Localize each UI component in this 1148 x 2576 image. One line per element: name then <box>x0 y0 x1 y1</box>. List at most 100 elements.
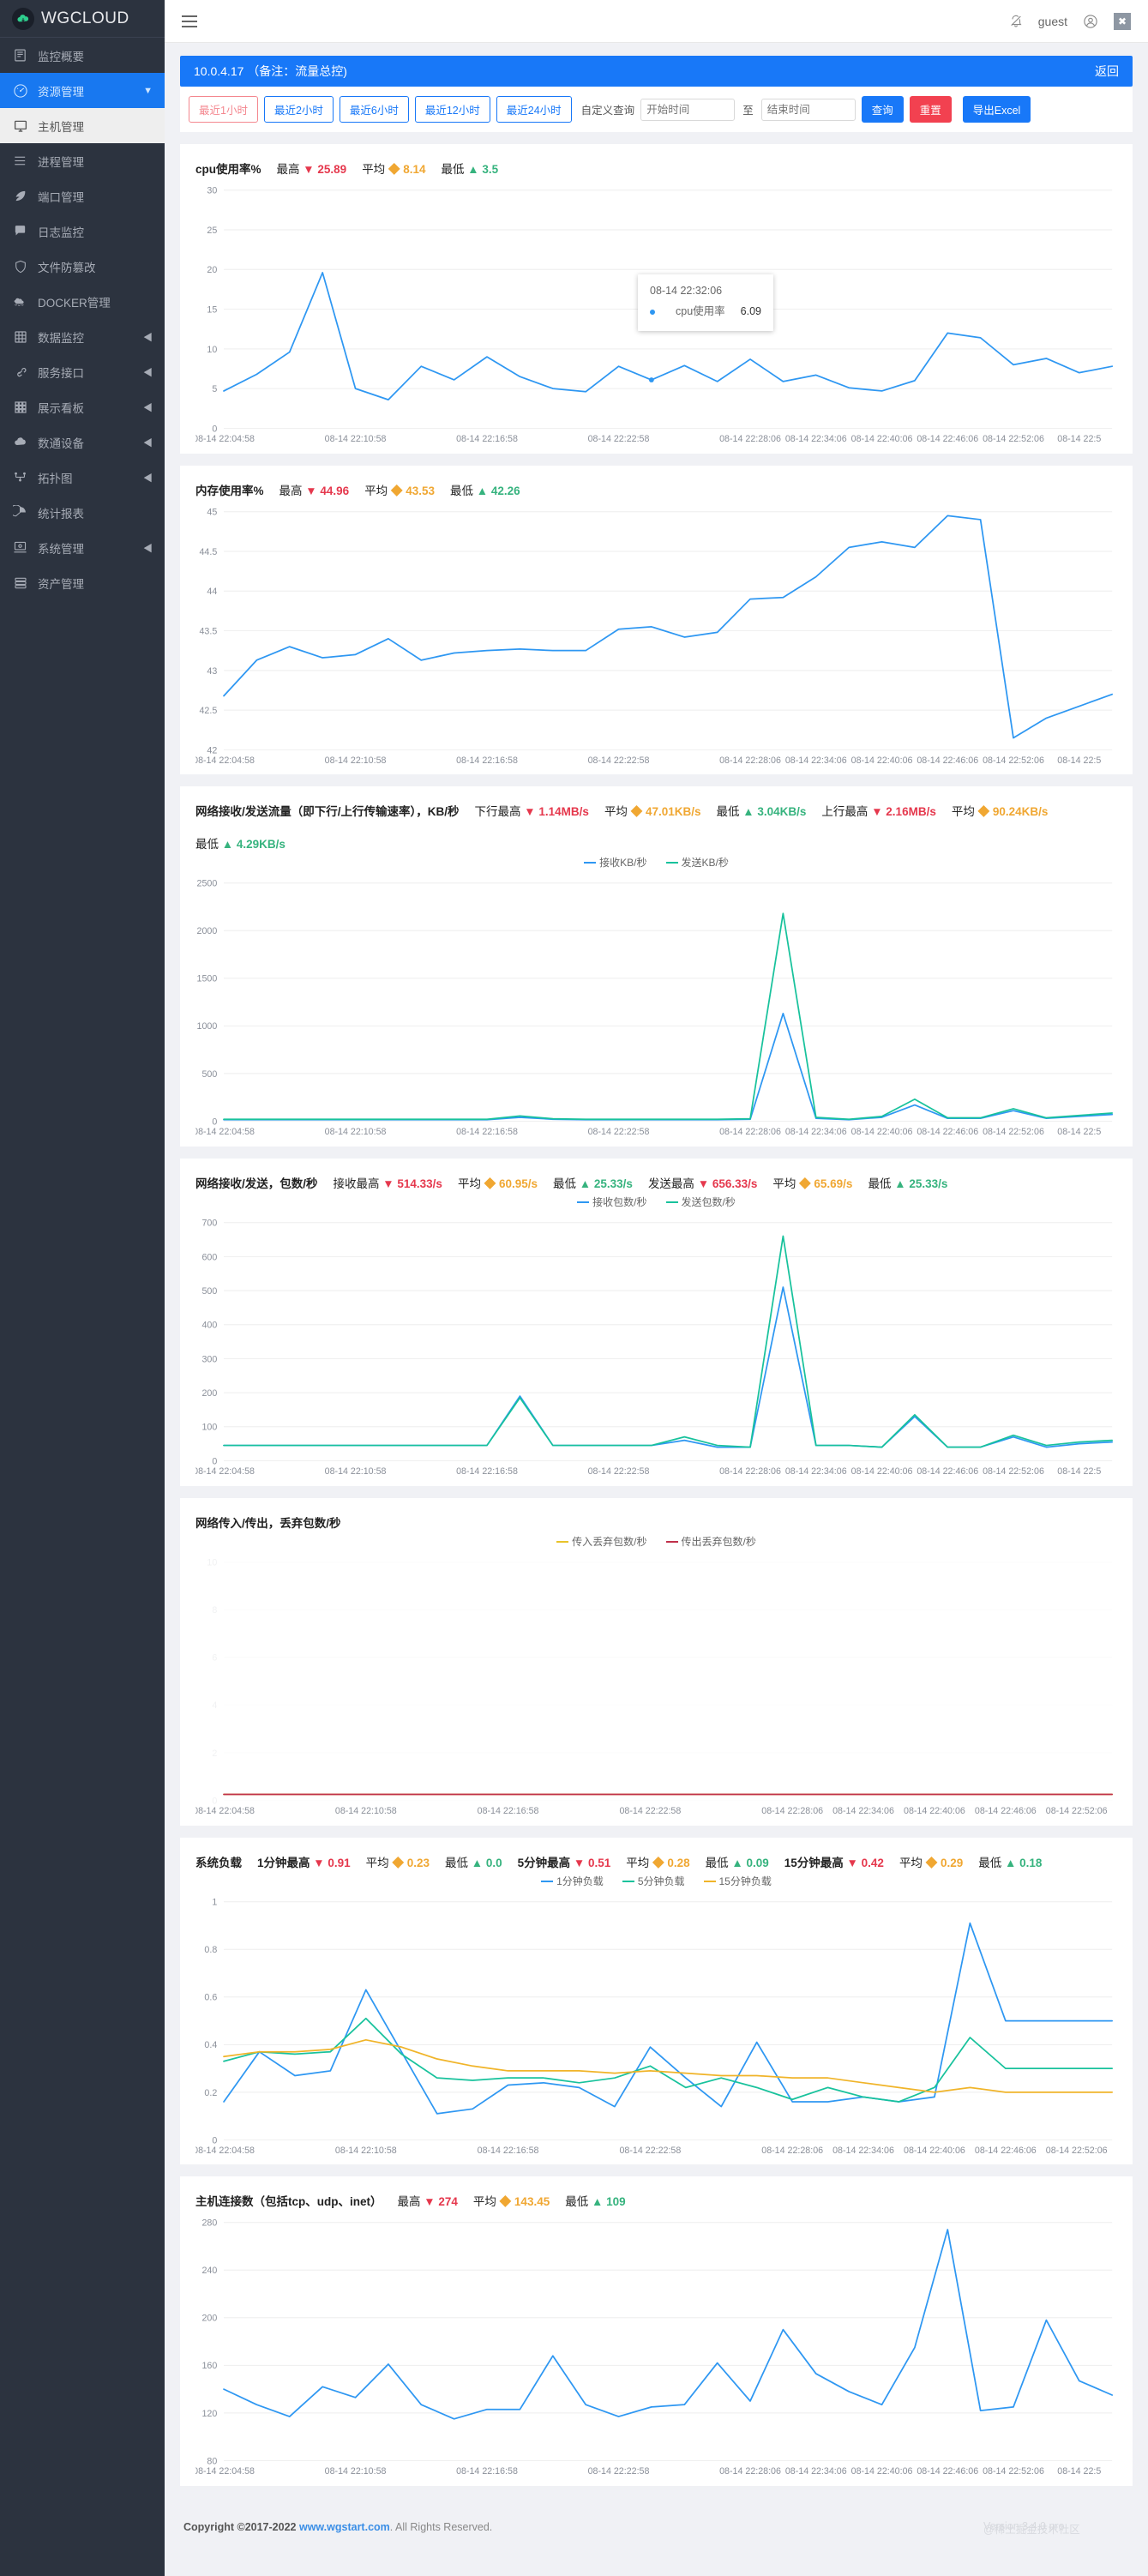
svg-text:08-14 22:5: 08-14 22:5 <box>1057 2466 1101 2477</box>
svg-text:700: 700 <box>201 1219 217 1229</box>
svg-text:08-14 22:52:06: 08-14 22:52:06 <box>983 434 1044 444</box>
svg-text:08-14 22:22:58: 08-14 22:22:58 <box>588 1466 650 1477</box>
svg-text:08-14 22:5: 08-14 22:5 <box>1057 1127 1101 1137</box>
svg-text:08-14 22:46:06: 08-14 22:46:06 <box>917 434 978 444</box>
svg-text:08-14 22:40:06: 08-14 22:40:06 <box>851 434 913 444</box>
svg-text:600: 600 <box>201 1253 217 1263</box>
svg-text:4: 4 <box>212 1700 217 1711</box>
svg-text:08-14 22:40:06: 08-14 22:40:06 <box>851 2466 913 2477</box>
svg-text:08-14 22:22:58: 08-14 22:22:58 <box>620 2146 682 2156</box>
svg-text:2: 2 <box>212 1748 217 1759</box>
svg-text:08-14 22:16:58: 08-14 22:16:58 <box>456 1466 518 1477</box>
svg-text:08-14 22:40:06: 08-14 22:40:06 <box>851 1466 913 1477</box>
svg-text:08-14 22:40:06: 08-14 22:40:06 <box>904 1806 965 1816</box>
svg-text:08-14 22:22:58: 08-14 22:22:58 <box>588 1127 650 1137</box>
svg-text:43.5: 43.5 <box>199 626 217 636</box>
svg-text:10: 10 <box>207 1558 217 1568</box>
svg-text:08-14 22:04:58: 08-14 22:04:58 <box>195 755 255 766</box>
svg-text:08-14 22:04:58: 08-14 22:04:58 <box>195 1806 255 1816</box>
svg-text:08-14 22:52:06: 08-14 22:52:06 <box>983 1466 1044 1477</box>
svg-text:08-14 22:28:06: 08-14 22:28:06 <box>719 1466 781 1477</box>
svg-text:100: 100 <box>201 1423 217 1433</box>
svg-text:08-14 22:46:06: 08-14 22:46:06 <box>975 1806 1037 1816</box>
svg-text:6: 6 <box>212 1653 217 1664</box>
svg-text:1000: 1000 <box>197 1022 218 1032</box>
svg-text:25: 25 <box>207 226 217 236</box>
svg-text:08-14 22:04:58: 08-14 22:04:58 <box>195 2146 255 2156</box>
svg-text:0: 0 <box>212 1117 217 1128</box>
svg-text:08-14 22:5: 08-14 22:5 <box>1057 434 1101 444</box>
svg-text:08-14 22:10:58: 08-14 22:10:58 <box>325 755 387 766</box>
svg-text:08-14 22:46:06: 08-14 22:46:06 <box>917 2466 978 2477</box>
svg-text:08-14 22:46:06: 08-14 22:46:06 <box>917 1127 978 1137</box>
svg-text:08-14 22:5: 08-14 22:5 <box>1057 1466 1101 1477</box>
svg-text:200: 200 <box>201 1388 217 1399</box>
svg-text:08-14 22:52:06: 08-14 22:52:06 <box>983 1127 1044 1137</box>
svg-text:08-14 22:34:06: 08-14 22:34:06 <box>785 434 847 444</box>
svg-text:2000: 2000 <box>197 927 218 937</box>
svg-text:08-14 22:16:58: 08-14 22:16:58 <box>478 1806 539 1816</box>
svg-text:30: 30 <box>207 186 217 196</box>
svg-text:44.5: 44.5 <box>199 547 217 557</box>
svg-text:43: 43 <box>207 666 217 677</box>
svg-text:8: 8 <box>212 1605 217 1616</box>
svg-text:400: 400 <box>201 1321 217 1331</box>
svg-text:80: 80 <box>207 2457 217 2467</box>
svg-text:08-14 22:40:06: 08-14 22:40:06 <box>904 2146 965 2156</box>
svg-text:08-14 22:10:58: 08-14 22:10:58 <box>325 2466 387 2477</box>
svg-text:08-14 22:16:58: 08-14 22:16:58 <box>456 434 518 444</box>
svg-text:08-14 22:10:58: 08-14 22:10:58 <box>325 1466 387 1477</box>
svg-text:08-14 22:46:06: 08-14 22:46:06 <box>975 2146 1037 2156</box>
svg-text:08-14 22:34:06: 08-14 22:34:06 <box>785 2466 847 2477</box>
svg-text:08-14 22:22:58: 08-14 22:22:58 <box>620 1806 682 1816</box>
svg-text:08-14 22:5: 08-14 22:5 <box>1057 755 1101 766</box>
svg-text:08-14 22:22:58: 08-14 22:22:58 <box>588 755 650 766</box>
svg-text:08-14 22:52:06: 08-14 22:52:06 <box>983 2466 1044 2477</box>
svg-text:200: 200 <box>201 2314 217 2324</box>
svg-text:10: 10 <box>207 345 217 355</box>
svg-text:0.6: 0.6 <box>204 1992 217 2002</box>
svg-text:0.4: 0.4 <box>204 2040 217 2050</box>
svg-text:08-14 22:10:58: 08-14 22:10:58 <box>335 1806 397 1816</box>
svg-text:20: 20 <box>207 265 217 275</box>
svg-text:08-14 22:10:58: 08-14 22:10:58 <box>325 434 387 444</box>
svg-text:0: 0 <box>212 2135 217 2146</box>
svg-text:08-14 22:28:06: 08-14 22:28:06 <box>719 434 781 444</box>
svg-text:08-14 22:10:58: 08-14 22:10:58 <box>325 1127 387 1137</box>
svg-text:15: 15 <box>207 304 217 315</box>
svg-text:0.8: 0.8 <box>204 1945 217 1955</box>
svg-text:08-14 22:52:06: 08-14 22:52:06 <box>1046 1806 1108 1816</box>
svg-text:120: 120 <box>201 2409 217 2419</box>
svg-text:45: 45 <box>207 507 217 517</box>
svg-text:08-14 22:16:58: 08-14 22:16:58 <box>456 2466 518 2477</box>
svg-text:08-14 22:34:06: 08-14 22:34:06 <box>785 1127 847 1137</box>
svg-text:240: 240 <box>201 2266 217 2277</box>
svg-text:08-14 22:22:58: 08-14 22:22:58 <box>588 2466 650 2477</box>
svg-text:08-14 22:34:06: 08-14 22:34:06 <box>785 1466 847 1477</box>
svg-text:2500: 2500 <box>197 879 218 889</box>
svg-text:08-14 22:16:58: 08-14 22:16:58 <box>456 1127 518 1137</box>
svg-text:08-14 22:16:58: 08-14 22:16:58 <box>456 755 518 766</box>
svg-text:1500: 1500 <box>197 974 218 984</box>
svg-text:500: 500 <box>201 1286 217 1297</box>
svg-text:08-14 22:10:58: 08-14 22:10:58 <box>335 2146 397 2156</box>
svg-text:08-14 22:04:58: 08-14 22:04:58 <box>195 1127 255 1137</box>
svg-text:1: 1 <box>212 1897 217 1907</box>
svg-text:08-14 22:28:06: 08-14 22:28:06 <box>761 1806 823 1816</box>
svg-text:160: 160 <box>201 2362 217 2372</box>
svg-text:5: 5 <box>212 384 217 394</box>
svg-text:0.2: 0.2 <box>204 2087 217 2098</box>
svg-text:280: 280 <box>201 2218 217 2229</box>
svg-text:08-14 22:28:06: 08-14 22:28:06 <box>719 755 781 766</box>
svg-text:08-14 22:34:06: 08-14 22:34:06 <box>785 755 847 766</box>
svg-text:08-14 22:40:06: 08-14 22:40:06 <box>851 755 913 766</box>
svg-text:08-14 22:28:06: 08-14 22:28:06 <box>719 1127 781 1137</box>
svg-text:500: 500 <box>201 1069 217 1080</box>
svg-text:08-14 22:34:06: 08-14 22:34:06 <box>832 2146 894 2156</box>
svg-text:08-14 22:16:58: 08-14 22:16:58 <box>478 2146 539 2156</box>
svg-text:08-14 22:46:06: 08-14 22:46:06 <box>917 1466 978 1477</box>
svg-text:08-14 22:04:58: 08-14 22:04:58 <box>195 2466 255 2477</box>
svg-text:08-14 22:40:06: 08-14 22:40:06 <box>851 1127 913 1137</box>
svg-text:44: 44 <box>207 587 217 597</box>
svg-text:0: 0 <box>212 1796 217 1806</box>
